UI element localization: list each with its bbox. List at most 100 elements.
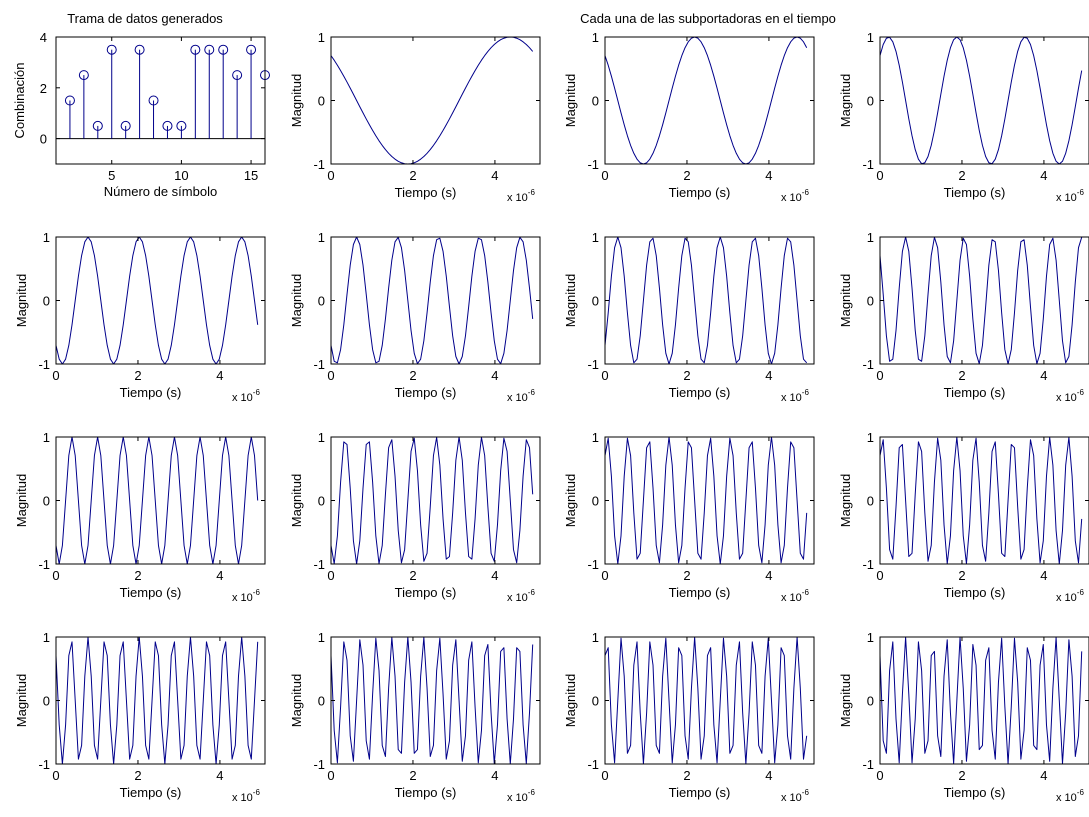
y-axis-label: Magnitud xyxy=(289,74,304,127)
y-tick-label: 1 xyxy=(867,30,874,45)
stem-marker xyxy=(120,120,131,131)
stem-marker xyxy=(106,44,117,55)
y-tick-label: -1 xyxy=(587,157,599,172)
y-axis-label: Magnitud xyxy=(838,674,853,727)
x-axis-label: Tiempo (s) xyxy=(669,185,731,200)
x-exponent-label: x 10-6 xyxy=(232,588,260,604)
x-tick-label: 4 xyxy=(216,368,223,383)
y-tick-label: 0 xyxy=(318,694,325,709)
x-axis-label: Tiempo (s) xyxy=(944,585,1006,600)
stem-marker xyxy=(204,44,215,55)
y-tick-label: 1 xyxy=(592,30,599,45)
x-tick-label: 2 xyxy=(683,368,690,383)
y-tick-label: -1 xyxy=(862,157,874,172)
y-axis-label: Magnitud xyxy=(14,474,29,527)
x-axis-label: Tiempo (s) xyxy=(944,385,1006,400)
subcarrier-line xyxy=(604,36,808,165)
y-tick-label: 1 xyxy=(867,630,874,645)
stem-marker xyxy=(162,120,173,131)
x-tick-label: 4 xyxy=(1040,368,1047,383)
stem-marker xyxy=(176,120,187,131)
x-tick-label: 0 xyxy=(601,768,608,783)
subplot-frame xyxy=(604,236,815,365)
y-tick-label: 1 xyxy=(318,230,325,245)
subplot-frame xyxy=(879,36,1089,165)
x-exponent-label: x 10-6 xyxy=(1056,188,1084,204)
y-axis-label: Magnitud xyxy=(289,474,304,527)
x-tick-label: 2 xyxy=(409,568,416,583)
x-exponent-label: x 10-6 xyxy=(507,788,535,804)
y-tick-label: -1 xyxy=(38,357,50,372)
x-tick-label: 4 xyxy=(491,768,498,783)
x-axis-label: Tiempo (s) xyxy=(944,185,1006,200)
y-axis-label: Magnitud xyxy=(838,74,853,127)
subcarrier-line xyxy=(879,236,1083,365)
y-tick-label: -1 xyxy=(38,757,50,772)
stem-marker xyxy=(134,44,145,55)
x-tick-label: 0 xyxy=(327,568,334,583)
x-axis-label: Tiempo (s) xyxy=(395,385,457,400)
y-tick-label: -1 xyxy=(313,557,325,572)
subplot-frame xyxy=(879,236,1089,365)
subcarrier-line xyxy=(330,636,534,765)
y-axis-label: Magnitud xyxy=(14,674,29,727)
y-tick-label: -1 xyxy=(313,757,325,772)
x-tick-label: 0 xyxy=(327,368,334,383)
y-tick-label: -1 xyxy=(587,757,599,772)
y-tick-label: 1 xyxy=(592,630,599,645)
stem-marker xyxy=(190,44,201,55)
y-tick-label: 4 xyxy=(40,30,47,45)
stem-plot-frame xyxy=(55,36,266,165)
y-tick-label: 0 xyxy=(867,294,874,309)
y-tick-label: -1 xyxy=(38,557,50,572)
stem-marker xyxy=(78,70,89,81)
y-tick-label: 0 xyxy=(318,94,325,109)
x-tick-label: 4 xyxy=(765,168,772,183)
y-tick-label: -1 xyxy=(862,357,874,372)
x-exponent-label: x 10-6 xyxy=(507,588,535,604)
y-tick-label: 2 xyxy=(40,81,47,96)
x-tick-label: 4 xyxy=(1040,568,1047,583)
y-axis-label: Magnitud xyxy=(838,274,853,327)
subcarrier-line xyxy=(879,36,1083,165)
y-tick-label: 0 xyxy=(867,694,874,709)
x-exponent-label: x 10-6 xyxy=(232,388,260,404)
y-tick-label: 1 xyxy=(318,30,325,45)
x-axis-label: Número de símbolo xyxy=(104,184,217,199)
x-axis-label: Tiempo (s) xyxy=(669,785,731,800)
y-tick-label: -1 xyxy=(313,357,325,372)
x-exponent-label: x 10-6 xyxy=(1056,388,1084,404)
x-tick-label: 4 xyxy=(1040,168,1047,183)
x-tick-label: 2 xyxy=(958,768,965,783)
y-tick-label: -1 xyxy=(862,557,874,572)
x-axis-label: Tiempo (s) xyxy=(669,385,731,400)
x-tick-label: 2 xyxy=(134,768,141,783)
subcarrier-line xyxy=(330,36,534,165)
y-tick-label: -1 xyxy=(862,757,874,772)
x-tick-label: 2 xyxy=(134,568,141,583)
y-tick-label: 0 xyxy=(40,132,47,147)
y-axis-label: Magnitud xyxy=(838,474,853,527)
subplot-frame xyxy=(330,236,541,365)
subcarrier-line xyxy=(604,436,808,565)
subplot-frame xyxy=(55,436,266,565)
x-tick-label: 2 xyxy=(683,168,690,183)
x-tick-label: 0 xyxy=(601,568,608,583)
stem-marker xyxy=(92,120,103,131)
x-tick-label: 0 xyxy=(876,768,883,783)
x-tick-label: 15 xyxy=(244,168,258,183)
x-axis-label: Tiempo (s) xyxy=(395,585,457,600)
x-tick-label: 10 xyxy=(174,168,188,183)
y-tick-label: -1 xyxy=(587,357,599,372)
stem-marker xyxy=(64,95,75,106)
x-exponent-label: x 10-6 xyxy=(781,388,809,404)
